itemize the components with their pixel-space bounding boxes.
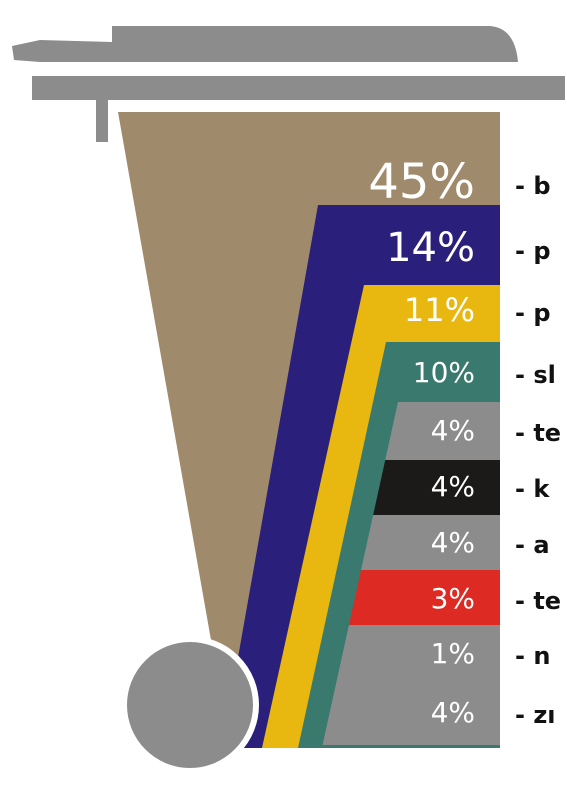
lid-handle <box>12 40 112 62</box>
percent-label: 4% <box>431 470 475 503</box>
percent-label: 1% <box>431 637 475 670</box>
category-label: - p <box>515 299 551 327</box>
category-label: - zı <box>515 701 556 729</box>
wheel <box>121 636 259 774</box>
percent-label: 4% <box>431 696 475 729</box>
percent-label: 3% <box>431 582 475 615</box>
lid-top <box>112 26 518 62</box>
row-fill <box>348 570 500 625</box>
category-label: - te <box>515 587 561 615</box>
category-label: - te <box>515 419 561 447</box>
category-label: - n <box>515 642 550 670</box>
percent-label: 4% <box>431 414 475 447</box>
row-fill <box>385 402 500 460</box>
percent-label: 45% <box>368 154 475 210</box>
row-fill <box>361 515 500 570</box>
percent-label: 14% <box>386 225 475 271</box>
row-fill <box>322 680 500 745</box>
category-label: - sl <box>515 361 556 389</box>
percent-label: 11% <box>404 291 475 329</box>
row-fill <box>373 460 500 515</box>
lid-rim <box>32 76 565 142</box>
row-fill <box>336 625 500 680</box>
category-label: - k <box>515 475 550 503</box>
percent-label: 4% <box>431 526 475 559</box>
category-label: - a <box>515 531 550 559</box>
category-label: - b <box>515 172 551 200</box>
percent-label: 10% <box>413 356 475 389</box>
category-label: - p <box>515 237 551 265</box>
